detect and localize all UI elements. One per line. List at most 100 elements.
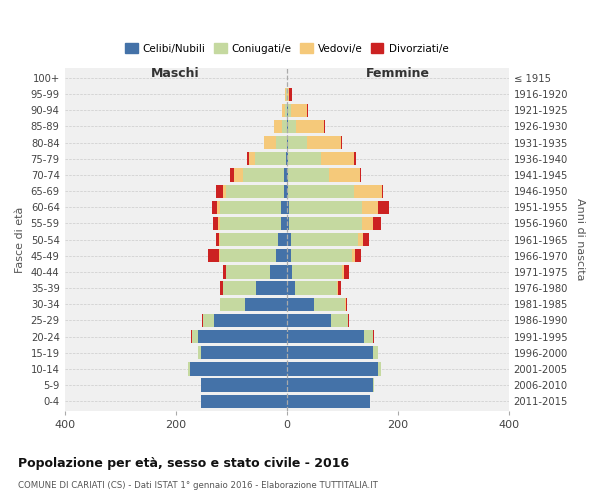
Bar bbox=[287, 168, 288, 181]
Bar bbox=[289, 88, 292, 101]
Bar bbox=[355, 249, 361, 262]
Bar bbox=[287, 266, 292, 278]
Bar bbox=[219, 233, 220, 246]
Bar bbox=[355, 152, 356, 166]
Bar bbox=[287, 249, 291, 262]
Bar bbox=[220, 217, 281, 230]
Bar bbox=[287, 88, 289, 101]
Bar bbox=[226, 184, 284, 198]
Bar bbox=[287, 394, 370, 408]
Bar bbox=[324, 120, 325, 133]
Bar bbox=[344, 266, 349, 278]
Bar bbox=[288, 168, 329, 181]
Bar bbox=[331, 314, 348, 327]
Bar bbox=[373, 378, 374, 392]
Bar bbox=[223, 282, 256, 295]
Bar bbox=[373, 346, 379, 360]
Bar bbox=[255, 152, 286, 166]
Bar bbox=[235, 168, 243, 181]
Bar bbox=[288, 184, 355, 198]
Bar bbox=[290, 104, 307, 117]
Bar bbox=[223, 184, 226, 198]
Bar bbox=[275, 136, 287, 149]
Bar bbox=[214, 314, 287, 327]
Bar bbox=[226, 266, 270, 278]
Bar bbox=[220, 233, 278, 246]
Bar bbox=[287, 314, 331, 327]
Bar bbox=[282, 104, 285, 117]
Bar bbox=[192, 330, 198, 343]
Bar bbox=[360, 168, 361, 181]
Bar bbox=[202, 314, 203, 327]
Bar bbox=[198, 346, 200, 360]
Bar bbox=[287, 184, 288, 198]
Bar bbox=[329, 168, 360, 181]
Bar bbox=[296, 120, 324, 133]
Bar bbox=[292, 266, 342, 278]
Bar bbox=[216, 184, 223, 198]
Bar bbox=[291, 249, 352, 262]
Bar bbox=[379, 200, 389, 214]
Bar bbox=[220, 249, 275, 262]
Bar bbox=[200, 346, 287, 360]
Bar bbox=[287, 378, 373, 392]
Bar bbox=[287, 233, 291, 246]
Bar bbox=[355, 184, 382, 198]
Bar bbox=[288, 152, 321, 166]
Bar bbox=[348, 314, 349, 327]
Bar bbox=[281, 200, 287, 214]
Bar bbox=[223, 266, 226, 278]
Text: Popolazione per età, sesso e stato civile - 2016: Popolazione per età, sesso e stato civil… bbox=[18, 458, 349, 470]
Bar bbox=[190, 362, 287, 376]
Bar bbox=[230, 168, 235, 181]
Bar bbox=[287, 200, 289, 214]
Bar bbox=[217, 200, 220, 214]
Bar bbox=[275, 249, 287, 262]
Bar bbox=[245, 298, 287, 311]
Bar bbox=[373, 330, 374, 343]
Bar bbox=[358, 233, 364, 246]
Bar bbox=[364, 330, 373, 343]
Bar bbox=[307, 136, 341, 149]
Bar bbox=[287, 217, 289, 230]
Bar bbox=[295, 282, 337, 295]
Bar bbox=[287, 298, 314, 311]
Bar bbox=[200, 394, 287, 408]
Bar bbox=[314, 298, 345, 311]
Bar bbox=[270, 266, 287, 278]
Bar bbox=[338, 282, 341, 295]
Bar bbox=[287, 362, 379, 376]
Bar bbox=[287, 282, 295, 295]
Bar bbox=[362, 217, 373, 230]
Bar bbox=[289, 200, 362, 214]
Bar bbox=[287, 136, 288, 149]
Bar bbox=[281, 217, 287, 230]
Bar bbox=[288, 104, 290, 117]
Bar bbox=[342, 266, 344, 278]
Bar bbox=[379, 362, 381, 376]
Bar bbox=[382, 184, 383, 198]
Y-axis label: Anni di nascita: Anni di nascita bbox=[575, 198, 585, 281]
Y-axis label: Fasce di età: Fasce di età bbox=[15, 206, 25, 273]
Bar bbox=[188, 362, 190, 376]
Bar bbox=[278, 233, 287, 246]
Bar bbox=[337, 282, 338, 295]
Bar bbox=[285, 88, 286, 101]
Bar bbox=[220, 298, 245, 311]
Bar bbox=[213, 217, 218, 230]
Bar bbox=[291, 233, 358, 246]
Bar bbox=[274, 120, 282, 133]
Bar bbox=[289, 217, 362, 230]
Bar bbox=[220, 282, 223, 295]
Bar bbox=[287, 346, 373, 360]
Bar bbox=[346, 298, 347, 311]
Bar bbox=[247, 152, 250, 166]
Bar bbox=[216, 233, 219, 246]
Bar bbox=[198, 330, 287, 343]
Bar bbox=[287, 104, 288, 117]
Bar bbox=[288, 120, 296, 133]
Bar bbox=[265, 136, 275, 149]
Bar bbox=[212, 200, 217, 214]
Bar bbox=[284, 184, 287, 198]
Bar bbox=[352, 249, 355, 262]
